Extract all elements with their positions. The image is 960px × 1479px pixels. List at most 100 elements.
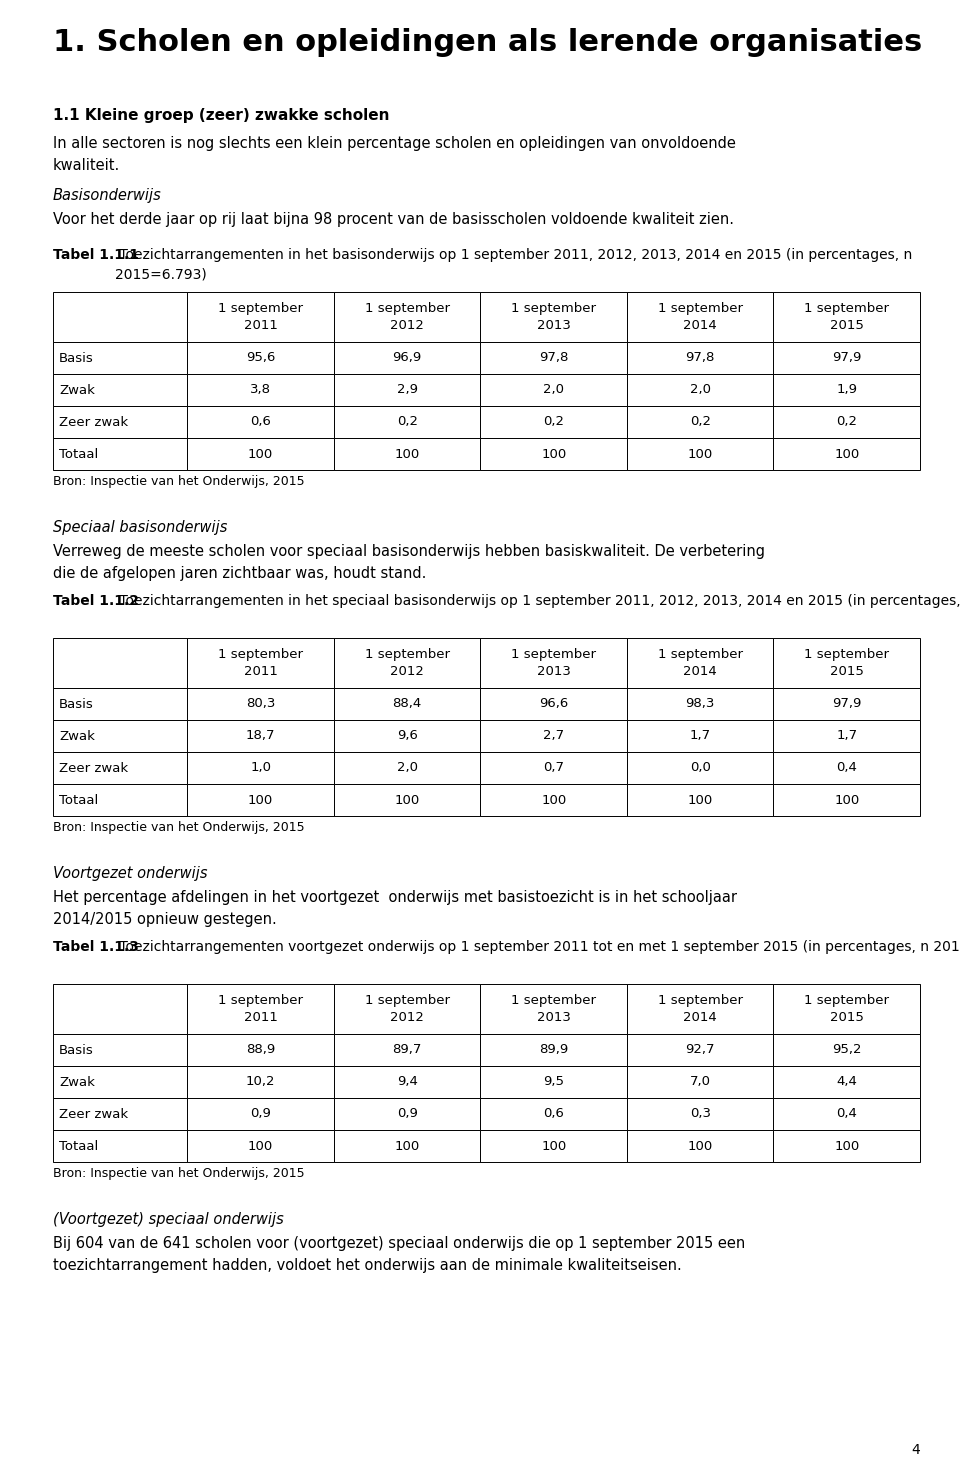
Text: 0,9: 0,9 (251, 1108, 271, 1121)
Bar (480, 291, 627, 342)
Text: 0,2: 0,2 (836, 416, 857, 429)
Bar (53, 342, 187, 374)
Text: 1 september
2012: 1 september 2012 (365, 994, 449, 1023)
Bar (53, 784, 187, 816)
Bar (334, 1097, 480, 1130)
Text: 4: 4 (911, 1444, 920, 1457)
Text: 100: 100 (248, 794, 274, 806)
Bar (334, 342, 480, 374)
Text: 89,9: 89,9 (540, 1044, 568, 1056)
Text: Totaal: Totaal (59, 794, 98, 806)
Bar (53, 374, 187, 407)
Text: 100: 100 (687, 448, 713, 460)
Text: 2,0: 2,0 (396, 762, 418, 775)
Bar (187, 438, 334, 470)
Text: 2,7: 2,7 (543, 729, 564, 742)
Text: 98,3: 98,3 (685, 698, 715, 710)
Text: Basis: Basis (59, 1044, 94, 1056)
Text: 1 september
2015: 1 september 2015 (804, 648, 889, 677)
Bar (187, 374, 334, 407)
Text: 1 september
2011: 1 september 2011 (218, 994, 303, 1023)
Text: 100: 100 (248, 448, 274, 460)
Bar (774, 291, 920, 342)
Text: Zwak: Zwak (59, 1075, 95, 1089)
Text: 88,4: 88,4 (393, 698, 421, 710)
Bar (627, 1066, 774, 1097)
Bar (334, 784, 480, 816)
Text: 88,9: 88,9 (246, 1044, 276, 1056)
Text: Totaal: Totaal (59, 1139, 98, 1152)
Bar (774, 1034, 920, 1066)
Text: In alle sectoren is nog slechts een klein percentage scholen en opleidingen van : In alle sectoren is nog slechts een klei… (53, 136, 736, 173)
Bar (334, 1130, 480, 1162)
Bar (774, 1066, 920, 1097)
Text: 100: 100 (687, 1139, 713, 1152)
Text: 3,8: 3,8 (251, 383, 271, 396)
Bar (53, 984, 187, 1034)
Text: 92,7: 92,7 (685, 1044, 715, 1056)
Text: 9,6: 9,6 (396, 729, 418, 742)
Bar (53, 751, 187, 784)
Text: 1 september
2013: 1 september 2013 (511, 994, 596, 1023)
Text: 0,2: 0,2 (543, 416, 564, 429)
Bar (334, 407, 480, 438)
Text: 0,3: 0,3 (689, 1108, 710, 1121)
Text: Basisonderwijs: Basisonderwijs (53, 188, 161, 203)
Text: 89,7: 89,7 (393, 1044, 421, 1056)
Text: Het percentage afdelingen in het voortgezet  onderwijs met basistoezicht is in h: Het percentage afdelingen in het voortge… (53, 890, 737, 927)
Text: Bron: Inspectie van het Onderwijs, 2015: Bron: Inspectie van het Onderwijs, 2015 (53, 475, 304, 488)
Bar (627, 688, 774, 720)
Text: Basis: Basis (59, 352, 94, 364)
Bar (334, 1066, 480, 1097)
Text: 1 september
2014: 1 september 2014 (658, 648, 743, 677)
Text: 100: 100 (395, 794, 420, 806)
Bar (627, 984, 774, 1034)
Text: 1.1 Kleine groep (zeer) zwakke scholen: 1.1 Kleine groep (zeer) zwakke scholen (53, 108, 390, 123)
Bar (627, 374, 774, 407)
Bar (627, 1097, 774, 1130)
Text: Toezichtarrangementen in het basisonderwijs op 1 september 2011, 2012, 2013, 201: Toezichtarrangementen in het basisonderw… (115, 248, 912, 281)
Bar (480, 1066, 627, 1097)
Bar (480, 751, 627, 784)
Text: 100: 100 (395, 448, 420, 460)
Text: 1 september
2015: 1 september 2015 (804, 302, 889, 331)
Text: Totaal: Totaal (59, 448, 98, 460)
Text: 9,4: 9,4 (396, 1075, 418, 1089)
Bar (53, 438, 187, 470)
Text: 0,2: 0,2 (396, 416, 418, 429)
Text: 18,7: 18,7 (246, 729, 276, 742)
Text: 1 september
2014: 1 september 2014 (658, 994, 743, 1023)
Text: 10,2: 10,2 (246, 1075, 276, 1089)
Text: 9,5: 9,5 (543, 1075, 564, 1089)
Bar (53, 1130, 187, 1162)
Text: 1,7: 1,7 (689, 729, 710, 742)
Bar (53, 637, 187, 688)
Text: 1 september
2013: 1 september 2013 (511, 648, 596, 677)
Bar (334, 688, 480, 720)
Text: Tabel 1.1.2: Tabel 1.1.2 (53, 595, 139, 608)
Text: 100: 100 (687, 794, 713, 806)
Bar (53, 688, 187, 720)
Text: 100: 100 (541, 794, 566, 806)
Text: 0,0: 0,0 (690, 762, 710, 775)
Text: 7,0: 7,0 (689, 1075, 710, 1089)
Text: Voor het derde jaar op rij laat bijna 98 procent van de basisscholen voldoende k: Voor het derde jaar op rij laat bijna 98… (53, 211, 734, 226)
Text: 100: 100 (834, 794, 859, 806)
Bar (774, 784, 920, 816)
Text: Basis: Basis (59, 698, 94, 710)
Bar (627, 291, 774, 342)
Text: 1 september
2015: 1 september 2015 (804, 994, 889, 1023)
Bar (627, 438, 774, 470)
Text: Zwak: Zwak (59, 729, 95, 742)
Text: 2,0: 2,0 (543, 383, 564, 396)
Bar (187, 1066, 334, 1097)
Text: 1 september
2011: 1 september 2011 (218, 302, 303, 331)
Bar (774, 688, 920, 720)
Text: 100: 100 (541, 1139, 566, 1152)
Bar (53, 720, 187, 751)
Text: 1,0: 1,0 (251, 762, 271, 775)
Bar (334, 720, 480, 751)
Bar (187, 784, 334, 816)
Bar (187, 984, 334, 1034)
Bar (774, 438, 920, 470)
